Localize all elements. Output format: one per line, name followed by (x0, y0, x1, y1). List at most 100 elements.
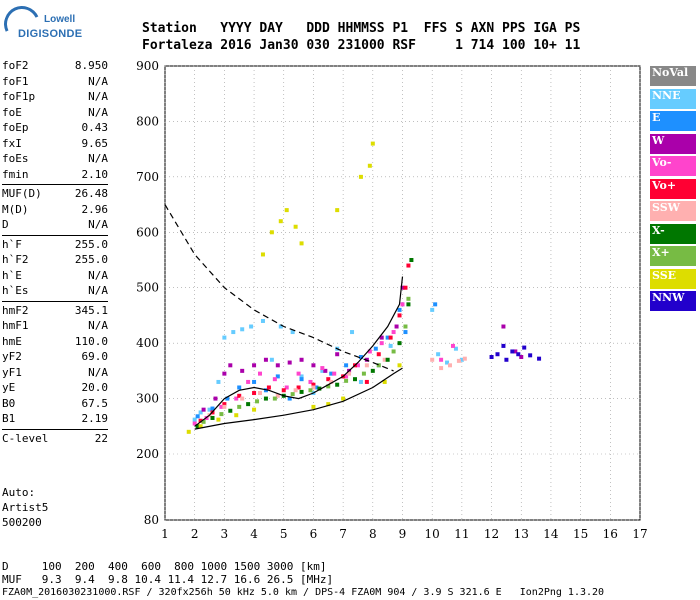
data-point-x- (228, 408, 233, 413)
param-row: foF1 N/A (2, 74, 108, 90)
x-tick-label: 14 (543, 527, 559, 541)
param-divider (2, 234, 108, 236)
data-point-vo- (281, 388, 286, 393)
x-tick-label: 4 (250, 527, 258, 541)
data-point-w (299, 357, 304, 362)
legend-item-x-: X+ (650, 246, 696, 266)
param-value: 22 (94, 431, 108, 445)
param-label: MUF(D) (2, 187, 42, 200)
data-point-x- (219, 412, 224, 417)
data-point-x- (406, 302, 411, 307)
data-point-e (403, 330, 408, 335)
param-value: 110.0 (74, 334, 108, 348)
data-point-ssw (347, 371, 352, 376)
x-tick-label: 5 (280, 527, 288, 541)
legend-item-vo-: Vo- (650, 156, 696, 176)
muf-distance-row: D 100 200 400 600 800 1000 1500 3000 [km… (2, 560, 327, 573)
param-row: hmE 110.0 (2, 334, 108, 350)
data-point-sse (382, 379, 387, 384)
param-label: h`F (2, 237, 22, 251)
param-value: 255.0 (74, 237, 108, 251)
data-point-e (195, 414, 200, 419)
x-tick-label: 10 (425, 527, 440, 541)
data-point-nnw (504, 357, 509, 362)
header-values: Fortaleza 2016 Jan30 030 231000 RSF 1 71… (142, 38, 581, 53)
y-tick-label: 700 (136, 170, 159, 184)
data-point-nnw (522, 345, 527, 350)
data-point-vo- (234, 396, 239, 401)
data-point-nne (320, 368, 325, 373)
data-point-x- (195, 424, 200, 429)
data-point-e (252, 379, 257, 384)
param-value: 26.48 (74, 187, 108, 200)
param-label: yF1 (2, 365, 22, 379)
data-point-vo- (284, 385, 289, 390)
data-point-w (287, 360, 292, 365)
data-point-sse (311, 404, 316, 409)
data-point-x- (409, 258, 414, 262)
legend-item-e: E (650, 111, 696, 131)
param-row: h`F 255.0 (2, 237, 108, 253)
data-point-sse (367, 163, 372, 168)
param-value: 9.65 (81, 136, 109, 150)
param-label: B0 (2, 396, 16, 410)
data-point-ssw (275, 393, 280, 398)
data-point-vo- (237, 393, 242, 398)
x-tick-label: 6 (310, 527, 318, 541)
data-point-nnw (489, 355, 494, 359)
x-tick-label: 17 (632, 527, 647, 541)
x-tick-label: 1 (161, 527, 169, 541)
data-point-vo- (308, 379, 313, 384)
data-point-nne (430, 307, 435, 312)
chart-legend: NoVal NNE E W Vo- Vo+ SSW X- X+ SSE NNW (650, 66, 696, 314)
data-point-e (287, 396, 292, 401)
data-point-w (513, 349, 518, 354)
parameter-panel: foF2 8.950 foF1 N/A foF1p N/A foE N/A foEp 0.43 fx… (2, 58, 108, 446)
data-point-nnw (510, 349, 515, 354)
x-tick-label: 13 (514, 527, 529, 541)
data-point-vo- (355, 363, 360, 368)
param-row: M(D) 2.96 (2, 202, 108, 218)
param-value: N/A (88, 365, 108, 379)
data-point-x- (335, 382, 340, 387)
data-point-w (252, 363, 257, 368)
data-point-sse (278, 219, 283, 224)
data-point-x- (326, 384, 331, 389)
data-point-x- (237, 404, 242, 409)
data-point-x- (246, 402, 251, 407)
auto-line1: Auto: (2, 486, 36, 499)
data-point-vo- (364, 379, 369, 384)
data-point-w (213, 396, 218, 401)
data-point-sse (269, 230, 274, 235)
data-point-e (225, 396, 230, 401)
logo-line1: Lowell (44, 14, 76, 25)
data-point-x- (344, 378, 349, 383)
autoscale-info: Auto: Artist5 500200 (2, 485, 48, 530)
param-row: foEs N/A (2, 151, 108, 167)
data-point-w (335, 352, 340, 357)
data-point-w (394, 324, 399, 329)
data-point-vo- (439, 357, 444, 362)
data-point-x- (406, 296, 411, 301)
data-point-x- (299, 389, 304, 394)
param-row: foEp 0.43 (2, 120, 108, 136)
param-row: MUF(D) 26.48 (2, 186, 108, 202)
data-point-nnw (495, 352, 500, 357)
x-tick-label: 11 (454, 527, 469, 541)
param-label: yF2 (2, 350, 22, 363)
data-point-nne (192, 417, 197, 422)
data-point-sse (326, 402, 331, 407)
param-row: B0 67.5 (2, 396, 108, 412)
data-point-x- (385, 357, 390, 362)
digisonde-logo: Lowell DIGISONDE (0, 0, 82, 48)
data-point-vo- (252, 391, 257, 396)
data-point-vo- (311, 382, 316, 387)
param-row: yF2 69.0 (2, 349, 108, 365)
param-label: h`F2 (2, 253, 29, 266)
param-value: 67.5 (81, 396, 109, 410)
param-value: 20.0 (81, 381, 109, 394)
data-point-sse (216, 417, 221, 422)
param-value: N/A (88, 268, 108, 282)
data-point-sse (284, 208, 289, 213)
param-label: C-level (2, 431, 49, 445)
